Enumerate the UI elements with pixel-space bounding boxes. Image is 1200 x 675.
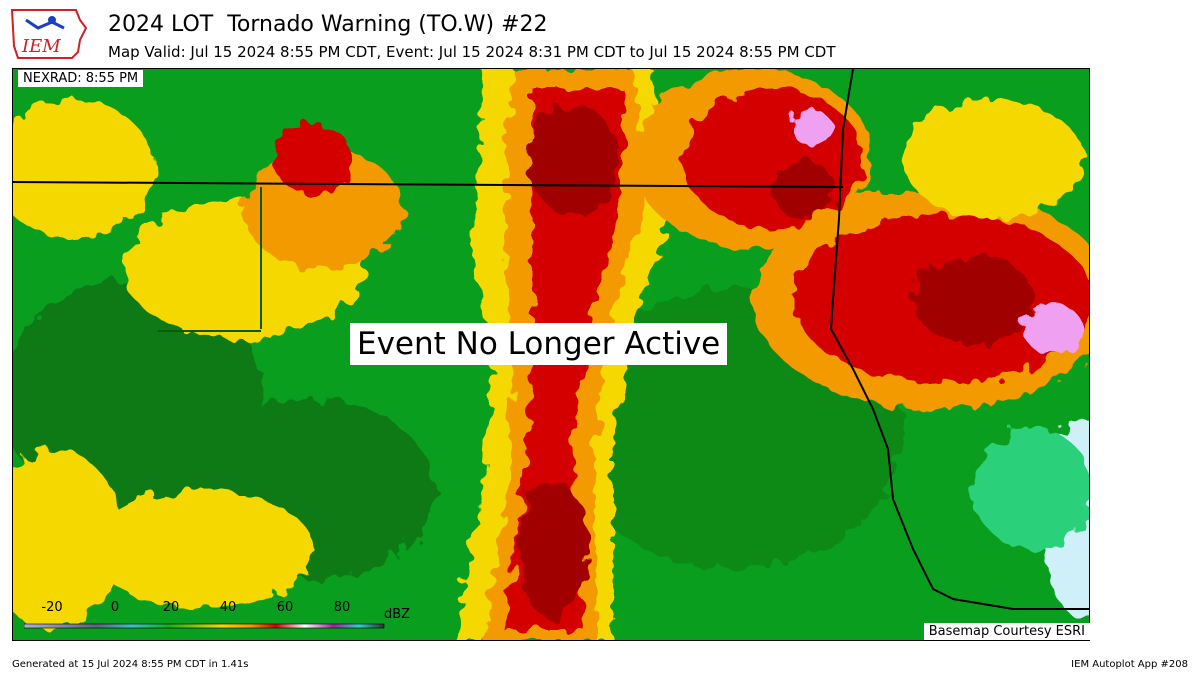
logo-text: IEM bbox=[21, 36, 61, 57]
colorbar-unit: dBZ bbox=[384, 607, 411, 622]
generated-timestamp: Generated at 15 Jul 2024 8:55 PM CDT in … bbox=[12, 659, 249, 670]
map-valid-subtitle: Map Valid: Jul 15 2024 8:55 PM CDT, Even… bbox=[108, 43, 836, 61]
colorbar-tick: 0 bbox=[110, 600, 120, 615]
event-status-banner: Event No Longer Active bbox=[350, 323, 728, 365]
colorbar-tick: 60 bbox=[276, 600, 294, 615]
app-identifier: IEM Autoplot App #208 bbox=[1071, 659, 1188, 670]
page-title: 2024 LOT Tornado Warning (TO.W) #22 bbox=[108, 12, 548, 37]
iem-logo: IEM bbox=[8, 6, 90, 62]
colorbar-tick: 40 bbox=[219, 600, 237, 615]
nexrad-time-label: NEXRAD: 8:55 PM bbox=[18, 70, 144, 87]
colorbar-tick: -20 bbox=[41, 600, 63, 615]
colorbar-tick: 80 bbox=[333, 600, 351, 615]
dbz-colorbar bbox=[24, 623, 385, 629]
basemap-credit: Basemap Courtesy ESRI bbox=[923, 623, 1090, 640]
colorbar-tick: 20 bbox=[162, 600, 180, 615]
